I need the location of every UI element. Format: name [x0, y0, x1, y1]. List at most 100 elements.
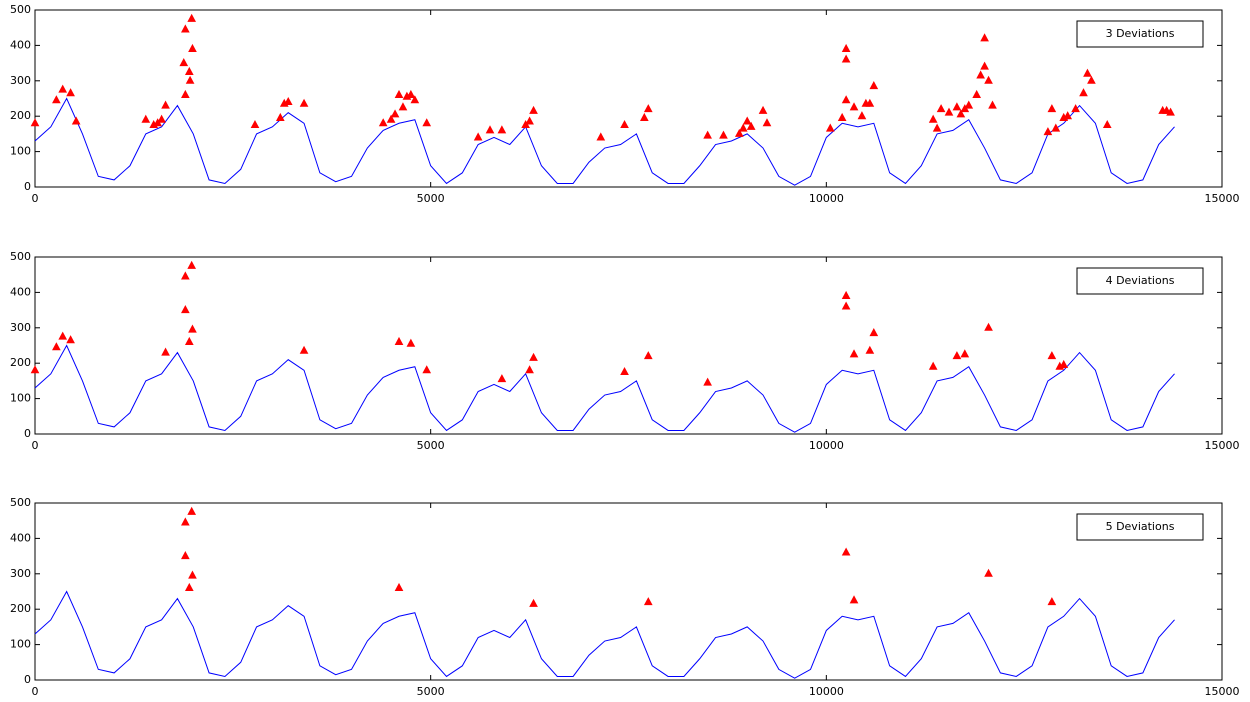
anomaly-marker	[849, 102, 859, 111]
anomaly-marker	[497, 374, 507, 383]
anomaly-marker	[1063, 111, 1073, 120]
anomaly-marker	[849, 349, 859, 358]
anomaly-marker	[410, 95, 420, 104]
anomaly-marker	[179, 58, 189, 67]
legend-box	[1076, 267, 1204, 295]
anomaly-marker	[58, 84, 68, 93]
anomaly-marker	[378, 118, 388, 127]
y-tick-label: 100	[10, 145, 31, 158]
anomaly-marker	[52, 342, 61, 351]
anomaly-marker	[746, 121, 756, 130]
x-tick-label: 0	[32, 685, 39, 698]
anomaly-marker	[184, 336, 194, 345]
anomaly-marker	[841, 290, 851, 299]
anomaly-marker	[972, 89, 982, 98]
anomaly-marker	[932, 123, 942, 132]
anomaly-marker	[58, 331, 68, 340]
anomaly-marker	[422, 365, 432, 374]
legend-box	[1076, 20, 1204, 48]
anomaly-marker	[1079, 88, 1088, 97]
y-tick-label: 200	[10, 602, 31, 615]
data-line	[34, 344, 1175, 433]
anomaly-marker	[394, 582, 404, 591]
y-tick-label: 400	[10, 285, 31, 298]
anomaly-marker	[984, 75, 993, 84]
anomaly-marker	[1083, 68, 1092, 77]
y-tick-label: 400	[10, 38, 31, 51]
anomaly-marker	[944, 107, 954, 116]
anomaly-marker	[956, 109, 966, 118]
axis-box	[34, 256, 1223, 435]
anomaly-marker	[275, 112, 285, 121]
anomaly-marker	[187, 13, 197, 22]
anomaly-marker	[406, 338, 416, 347]
anomaly-marker	[187, 506, 197, 515]
anomaly-marker	[52, 95, 61, 104]
anomaly-marker	[1047, 104, 1057, 113]
anomaly-marker	[157, 114, 166, 123]
anomaly-marker	[841, 54, 851, 63]
anomaly-marker	[703, 377, 712, 386]
axis-box	[34, 502, 1223, 681]
anomaly-marker	[857, 111, 867, 120]
y-tick-label: 300	[10, 74, 31, 87]
anomaly-marker	[1087, 75, 1096, 84]
y-tick-label: 100	[10, 638, 31, 651]
anomaly-marker	[188, 324, 197, 333]
anomaly-marker	[181, 517, 190, 526]
anomaly-marker	[394, 336, 404, 345]
anomaly-marker	[299, 345, 309, 354]
anomaly-marker	[869, 328, 879, 337]
legend-label: 3 Deviations	[1106, 27, 1175, 40]
anomaly-marker	[703, 130, 712, 139]
anomaly-marker	[984, 322, 993, 331]
y-tick-label: 0	[24, 427, 31, 440]
anomaly-marker	[596, 132, 606, 141]
anomaly-marker	[1059, 359, 1069, 368]
y-tick-label: 200	[10, 356, 31, 369]
anomaly-marker	[181, 305, 190, 314]
anomaly-marker	[184, 582, 194, 591]
x-tick-label: 10000	[809, 685, 844, 698]
anomaly-marker	[398, 102, 408, 111]
anomaly-marker	[734, 128, 744, 137]
y-tick-label: 0	[24, 673, 31, 686]
anomaly-marker	[865, 345, 875, 354]
anomaly-marker	[988, 100, 997, 109]
anomaly-marker	[928, 114, 938, 123]
anomaly-marker	[181, 271, 190, 280]
anomaly-marker	[188, 570, 197, 579]
anomaly-marker	[497, 125, 507, 134]
anomaly-marker	[250, 119, 260, 129]
anomaly-marker	[620, 366, 629, 376]
anomaly-marker	[66, 88, 75, 97]
anomaly-marker	[1043, 127, 1053, 136]
y-tick-label: 500	[10, 3, 31, 16]
anomaly-marker	[643, 104, 653, 113]
y-tick-label: 300	[10, 321, 31, 334]
anomaly-marker	[181, 24, 190, 33]
anomaly-marker	[928, 361, 938, 370]
anomaly-marker	[386, 114, 396, 123]
anomaly-marker	[529, 105, 538, 114]
anomaly-marker	[1071, 104, 1080, 113]
anomaly-marker	[841, 95, 851, 104]
anomaly-marker	[473, 132, 483, 141]
anomaly-marker	[837, 112, 847, 121]
anomaly-marker	[181, 551, 190, 560]
y-tick-label: 0	[24, 180, 31, 193]
x-tick-label: 0	[32, 439, 39, 452]
anomaly-marker	[161, 100, 170, 109]
anomaly-marker	[141, 114, 151, 123]
y-tick-label: 400	[10, 531, 31, 544]
x-tick-label: 15000	[1205, 192, 1240, 205]
anomaly-marker	[738, 123, 748, 132]
anomaly-marker	[422, 118, 432, 127]
anomaly-marker	[742, 116, 752, 125]
anomaly-marker	[960, 349, 970, 358]
anomaly-marker	[869, 81, 879, 90]
anomaly-marker	[984, 568, 993, 577]
anomaly-marker	[849, 595, 859, 604]
